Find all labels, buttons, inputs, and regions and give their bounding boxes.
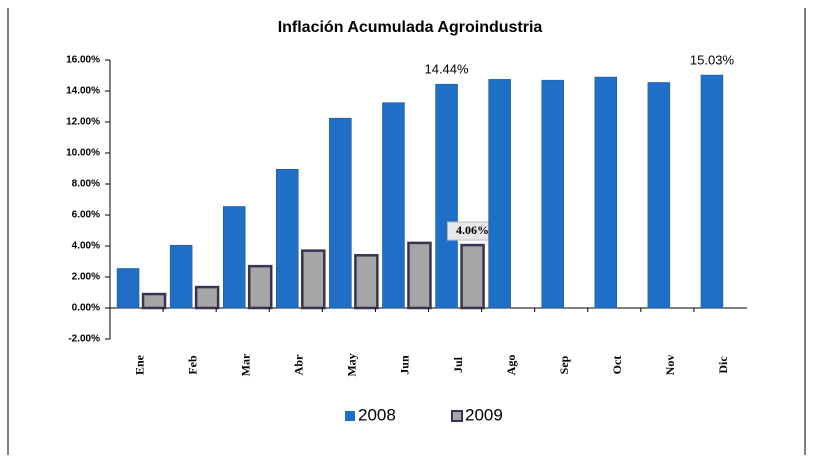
legend-label: 2008 [358,405,396,424]
x-tick-label: Ene [132,354,146,375]
y-tick-label: 10.00% [66,148,100,159]
bar [141,292,167,310]
y-tick-label: 0.00% [72,303,100,314]
y-tick-label: 2.00% [72,272,100,283]
x-tick-label: Jun [398,355,412,375]
bar [594,76,618,309]
x-tick-label: Ago [504,355,518,376]
legend-label: 2009 [465,405,503,424]
legend-swatch [345,411,355,421]
legend-swatch [451,410,463,422]
bar [700,74,724,309]
x-tick-label: Feb [185,355,199,375]
x-tick-label: Nov [663,355,677,376]
bar [488,79,511,309]
bar [247,264,273,310]
y-tick-label: 6.00% [72,210,100,221]
bar [541,79,564,309]
bar [460,243,485,310]
x-tick-label: Sep [557,355,571,374]
y-tick-label: 8.00% [72,179,100,190]
y-tick-label: 14.00% [66,86,100,97]
bar [169,244,193,309]
bar [222,206,246,309]
value-label: 15.03% [690,52,735,67]
bar [435,83,458,309]
y-tick-label: -2.00% [68,334,100,345]
y-tick-label: 4.00% [72,241,100,252]
x-tick-label: Oct [610,356,624,375]
bar [301,249,326,310]
bar [194,285,220,310]
x-tick-label: Abr [292,354,306,375]
bar [116,268,140,309]
bar [647,82,671,309]
y-tick-label: 12.00% [66,117,100,128]
bar [407,241,432,310]
bar [276,169,299,309]
bar [329,117,352,309]
bar [382,102,405,309]
value-label: 14.44% [424,62,469,77]
chart-title: Inflación Acumulada Agroindustria [278,19,543,36]
y-tick-label: 16.00% [66,55,100,66]
bar [354,254,379,310]
x-tick-label: Jul [451,356,465,373]
x-tick-label: Dic [716,356,730,374]
x-tick-label: May [345,353,359,376]
x-tick-label: Mar [238,353,252,376]
value-label: 4.06% [456,223,489,237]
